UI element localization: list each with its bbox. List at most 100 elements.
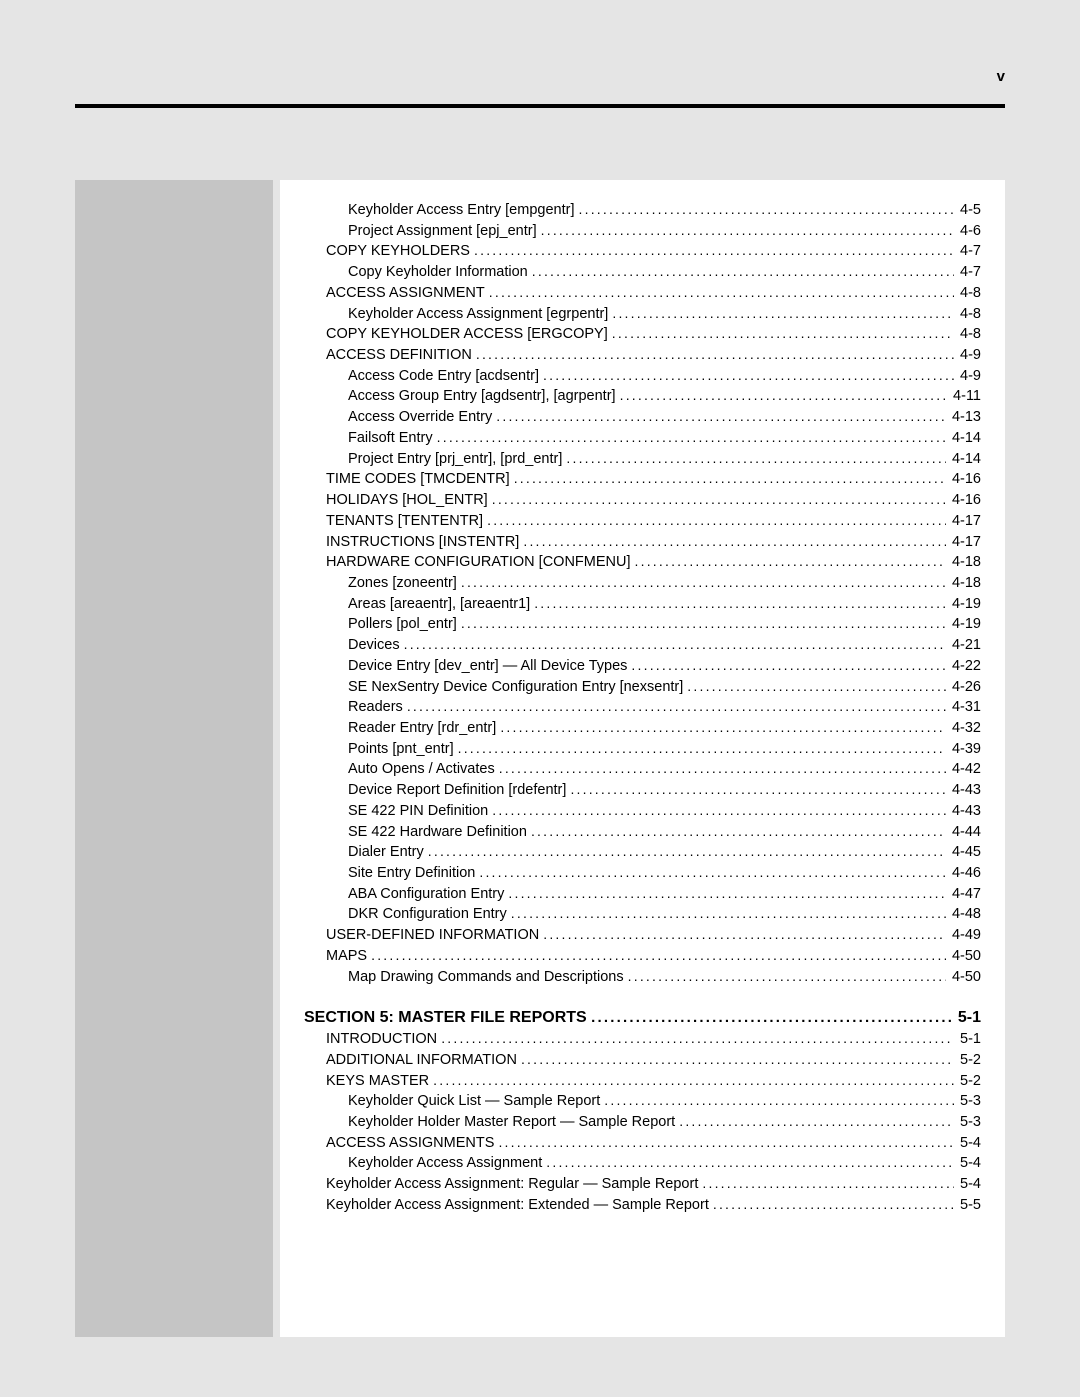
toc-entry-title: USER-DEFINED INFORMATION: [326, 926, 539, 946]
toc-leader: [566, 449, 946, 468]
toc-entry: Copy Keyholder Information 4-7: [304, 262, 981, 283]
header-rule: [75, 104, 1005, 108]
toc-entry-page: 4-8: [958, 305, 981, 325]
toc-entry-page: 4-11: [951, 387, 981, 407]
toc-entry-title: Site Entry Definition: [348, 864, 475, 884]
toc-section-page: 5-1: [956, 1007, 981, 1029]
toc-entry-page: 4-17: [950, 533, 981, 553]
toc-entry-page: 5-4: [958, 1134, 981, 1154]
toc-entry: INTRODUCTION 5-1: [304, 1029, 981, 1050]
toc-entry: INSTRUCTIONS [INSTENTR] 4-17: [304, 532, 981, 553]
toc-leader: [461, 614, 946, 633]
toc-entry-page: 4-43: [950, 802, 981, 822]
toc-entry: Keyholder Access Assignment 5-4: [304, 1153, 981, 1174]
toc-entry: Failsoft Entry 4-14: [304, 428, 981, 449]
toc-entry-page: 4-32: [950, 719, 981, 739]
toc-leader: [458, 739, 946, 758]
toc-entry-page: 5-5: [958, 1196, 981, 1216]
toc-entry: COPY KEYHOLDERS 4-7: [304, 241, 981, 262]
toc-leader: [461, 573, 946, 592]
toc-entry: COPY KEYHOLDER ACCESS [ERGCOPY] 4-8: [304, 324, 981, 345]
toc-entry-page: 4-16: [950, 470, 981, 490]
toc-entry-page: 4-49: [950, 926, 981, 946]
toc-entry-title: ACCESS DEFINITION: [326, 346, 472, 366]
toc-entry-title: ACCESS ASSIGNMENT: [326, 284, 485, 304]
toc-entry: Points [pnt_entr] 4-39: [304, 739, 981, 760]
toc-entry: Project Assignment [epj_entr] 4-6: [304, 221, 981, 242]
toc-entry-page: 4-16: [950, 491, 981, 511]
toc-entry: Zones [zoneentr] 4-18: [304, 573, 981, 594]
toc-entry: TIME CODES [TMCDENTR] 4-16: [304, 469, 981, 490]
toc-leader: [371, 946, 946, 965]
toc-entry: Site Entry Definition 4-46: [304, 863, 981, 884]
toc-entry-title: SE NexSentry Device Configuration Entry …: [348, 678, 683, 698]
toc-entry-page: 4-26: [950, 678, 981, 698]
toc-entry-title: SE 422 PIN Definition: [348, 802, 488, 822]
toc-entry-page: 4-47: [950, 885, 981, 905]
toc-entry-title: Copy Keyholder Information: [348, 263, 528, 283]
toc-entry: Reader Entry [rdr_entr] 4-32: [304, 718, 981, 739]
toc-leader: [543, 366, 954, 385]
toc-entry: Keyholder Access Assignment: Extended — …: [304, 1195, 981, 1216]
toc-leader: [604, 1091, 954, 1110]
toc-leader: [433, 1071, 954, 1090]
toc-entry-page: 4-22: [950, 657, 981, 677]
toc-entry-page: 4-21: [950, 636, 981, 656]
toc-leader: [487, 511, 946, 530]
toc-entry-page: 4-14: [950, 429, 981, 449]
toc-entry: Readers 4-31: [304, 697, 981, 718]
toc-leader: [546, 1153, 954, 1172]
toc-entry-title: COPY KEYHOLDERS: [326, 242, 470, 262]
toc-entry: Auto Opens / Activates 4-42: [304, 759, 981, 780]
toc-entry: Keyholder Quick List — Sample Report 5-3: [304, 1091, 981, 1112]
toc-entry-page: 4-6: [958, 222, 981, 242]
toc-leader: [511, 904, 946, 923]
toc-leader: [508, 884, 946, 903]
toc-section-heading: SECTION 5: MASTER FILE REPORTS 5-1: [304, 1007, 981, 1029]
toc-entry-page: 5-4: [958, 1175, 981, 1195]
toc-entry-title: DKR Configuration Entry: [348, 905, 507, 925]
toc-entry: Keyholder Holder Master Report — Sample …: [304, 1112, 981, 1133]
toc-entry-page: 4-45: [950, 843, 981, 863]
toc-entry-page: 4-18: [950, 574, 981, 594]
toc-entry-title: Keyholder Access Assignment: [348, 1154, 542, 1174]
toc-leader: [500, 718, 946, 737]
toc-entry: ACCESS DEFINITION 4-9: [304, 345, 981, 366]
toc-leader: [635, 552, 946, 571]
toc-entry-title: Project Entry [prj_entr], [prd_entr]: [348, 450, 562, 470]
toc-entry: Devices 4-21: [304, 635, 981, 656]
toc-entry-page: 4-31: [950, 698, 981, 718]
toc-entry: SE NexSentry Device Configuration Entry …: [304, 677, 981, 698]
toc-entry: SE 422 PIN Definition 4-43: [304, 801, 981, 822]
toc-entry: Access Group Entry [agdsentr], [agrpentr…: [304, 386, 981, 407]
toc-entry-page: 4-44: [950, 823, 981, 843]
toc-entry-title: Areas [areaentr], [areaentr1]: [348, 595, 530, 615]
toc-leader: [612, 304, 954, 323]
toc-entry-title: Map Drawing Commands and Descriptions: [348, 968, 624, 988]
toc-leader: [570, 780, 946, 799]
toc-leader: [479, 863, 946, 882]
toc-entry-page: 4-7: [958, 263, 981, 283]
toc-leader: [474, 241, 954, 260]
toc-entry-page: 4-13: [950, 408, 981, 428]
toc-leader: [531, 822, 946, 841]
toc-entry-title: Device Report Definition [rdefentr]: [348, 781, 566, 801]
toc-entry-title: Keyholder Access Assignment: Regular — S…: [326, 1175, 698, 1195]
toc-entry-title: Keyholder Access Entry [empgentr]: [348, 201, 574, 221]
toc-entry-title: Access Code Entry [acdsentr]: [348, 367, 539, 387]
toc-leader: [514, 469, 946, 488]
toc-entry-title: Readers: [348, 698, 403, 718]
toc-entry: ADDITIONAL INFORMATION 5-2: [304, 1050, 981, 1071]
toc-entry: HOLIDAYS [HOL_ENTR] 4-16: [304, 490, 981, 511]
toc-entry-title: Zones [zoneentr]: [348, 574, 457, 594]
toc-leader: [499, 759, 946, 778]
toc-leader: [534, 594, 946, 613]
toc-leader: [441, 1029, 954, 1048]
toc-entry-page: 4-17: [950, 512, 981, 532]
toc-entry-title: Failsoft Entry: [348, 429, 433, 449]
toc-leader: [713, 1195, 954, 1214]
toc-entry-page: 5-2: [958, 1072, 981, 1092]
toc-leader: [523, 532, 946, 551]
toc-entry-title: INSTRUCTIONS [INSTENTR]: [326, 533, 519, 553]
toc-leader: [543, 925, 946, 944]
